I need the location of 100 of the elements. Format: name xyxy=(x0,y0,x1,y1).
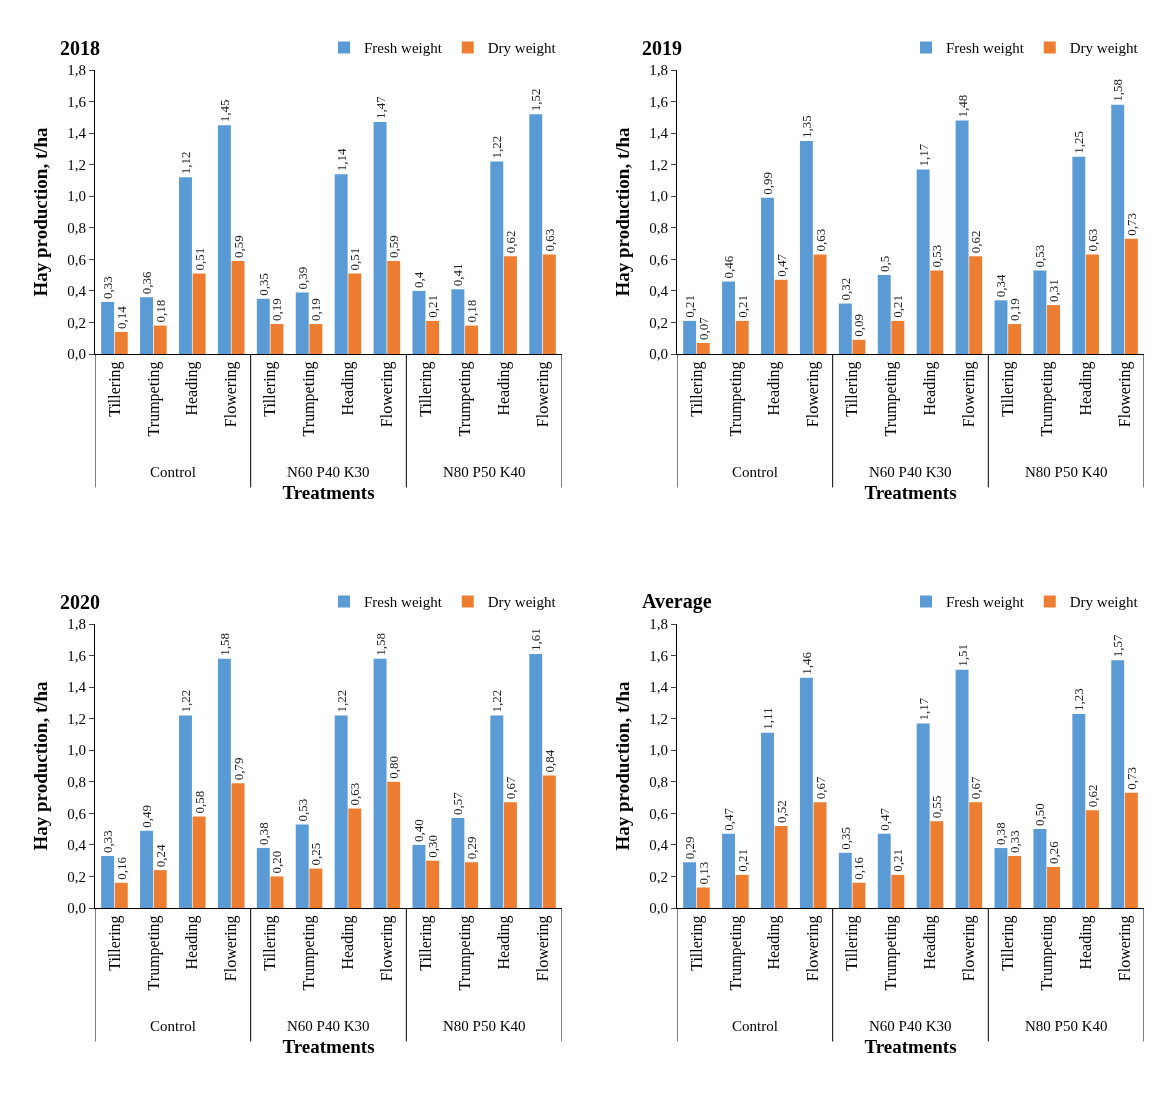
x-tick-label: Trumpeting xyxy=(1037,915,1056,991)
x-tick-label: Tillering xyxy=(843,915,862,971)
data-label: 0,07 xyxy=(695,316,711,340)
data-label: 0,53 xyxy=(294,798,310,822)
data-label: 0,21 xyxy=(682,295,698,318)
data-label: 0,67 xyxy=(968,776,984,800)
y-axis-title: Hay production, t/ha xyxy=(30,126,51,297)
bar xyxy=(179,177,192,354)
x-tick-label: Tillering xyxy=(687,915,706,971)
data-label: 0,19 xyxy=(269,298,285,322)
x-tick-label: Flowering xyxy=(960,361,979,428)
x-tick-label: Heading xyxy=(339,361,358,416)
legend-label: Dry weight xyxy=(1069,594,1139,611)
bar xyxy=(451,289,465,354)
y-axis-title: Hay production, t/ha xyxy=(612,680,633,851)
bar xyxy=(153,325,167,354)
bar xyxy=(1033,829,1047,908)
y-tick-label: 1,6 xyxy=(649,647,669,664)
data-label: 0,51 xyxy=(347,247,363,271)
bar xyxy=(1033,270,1047,354)
bar xyxy=(334,174,348,354)
data-label: 1,51 xyxy=(954,644,970,667)
data-label: 0,40 xyxy=(411,819,427,842)
data-label: 0,5 xyxy=(876,255,892,273)
y-axis-title: Hay production, t/ha xyxy=(612,126,633,297)
bar xyxy=(891,874,905,908)
x-tick-label: Flowering xyxy=(222,361,241,428)
data-label: 0,24 xyxy=(152,843,168,868)
x-tick-label: Tillering xyxy=(843,361,862,417)
data-label: 0,19 xyxy=(1007,298,1023,322)
data-label: 0,63 xyxy=(541,228,557,252)
chart-title: 2020 xyxy=(60,591,100,613)
bar xyxy=(813,802,827,908)
data-label: 0,33 xyxy=(1007,830,1023,853)
y-tick-label: 1,4 xyxy=(649,125,669,142)
data-label: 0,67 xyxy=(502,776,518,800)
x-tick-label: Tillering xyxy=(998,361,1017,417)
y-tick-label: 1,4 xyxy=(649,679,669,696)
text: Control xyxy=(732,464,778,480)
bar xyxy=(1047,866,1060,908)
x-tick-label: Trumpeting xyxy=(726,361,745,437)
data-label: 0,41 xyxy=(450,263,466,287)
chart-title: Average xyxy=(642,590,712,613)
data-label: 0,34 xyxy=(993,274,1009,298)
bar xyxy=(412,844,426,908)
y-tick-label: 0,6 xyxy=(649,805,669,822)
y-tick-label: 0,4 xyxy=(649,283,669,300)
x-tick-label: Tillering xyxy=(416,915,435,971)
x-tick-label: Tillering xyxy=(105,915,124,971)
bar xyxy=(799,677,813,908)
legend-label: Fresh weight xyxy=(364,594,443,611)
bar xyxy=(465,325,478,354)
data-label: 1,17 xyxy=(915,697,931,721)
bar xyxy=(348,273,362,354)
bar xyxy=(140,297,154,354)
bar xyxy=(877,833,891,908)
data-label: 0,21 xyxy=(890,849,906,872)
text: Control xyxy=(150,464,196,480)
data-label: 1,11 xyxy=(759,707,775,730)
bar xyxy=(529,653,543,908)
y-tick-label: 1,0 xyxy=(67,188,86,205)
bar xyxy=(1111,104,1125,354)
y-tick-label: 0,4 xyxy=(649,837,669,854)
bar xyxy=(994,848,1008,908)
data-label: 0,14 xyxy=(113,305,129,329)
data-label: 0,38 xyxy=(993,822,1009,846)
data-label: 1,22 xyxy=(489,135,505,159)
text: N60 P40 K30 xyxy=(869,464,952,480)
x-tick-label: Trumpeting xyxy=(882,915,901,991)
bar xyxy=(490,161,504,354)
data-label: 0,53 xyxy=(929,244,945,268)
x-tick-label: Trumpeting xyxy=(882,361,901,437)
bar xyxy=(916,169,930,354)
bar xyxy=(179,715,192,908)
bar xyxy=(114,331,128,354)
legend-label: Fresh weight xyxy=(946,40,1025,57)
x-tick-label: Trumpeting xyxy=(1037,361,1056,437)
data-label: 1,58 xyxy=(1110,78,1126,102)
bar xyxy=(231,260,245,354)
x-tick-label: Heading xyxy=(183,361,202,416)
text: N60 P40 K30 xyxy=(287,1018,370,1034)
bar xyxy=(852,882,866,908)
data-label: 1,58 xyxy=(372,632,388,656)
x-tick-label: Trumpeting xyxy=(455,915,474,991)
data-label: 1,22 xyxy=(489,689,505,713)
bar xyxy=(1124,792,1138,908)
data-label: 0,84 xyxy=(541,749,557,773)
x-tick-label: Trumpeting xyxy=(300,361,319,437)
bar xyxy=(1111,660,1125,908)
data-label: 0,62 xyxy=(968,230,984,254)
data-label: 1,48 xyxy=(954,94,970,118)
text: N60 P40 K30 xyxy=(869,1018,952,1034)
y-tick-label: 1,8 xyxy=(649,616,668,633)
data-label: 0,79 xyxy=(230,757,246,781)
bar xyxy=(683,862,697,908)
bar xyxy=(114,882,128,908)
bar xyxy=(722,281,736,354)
data-label: 0,52 xyxy=(773,800,789,823)
bar xyxy=(309,324,323,354)
data-label: 0,67 xyxy=(812,776,828,800)
